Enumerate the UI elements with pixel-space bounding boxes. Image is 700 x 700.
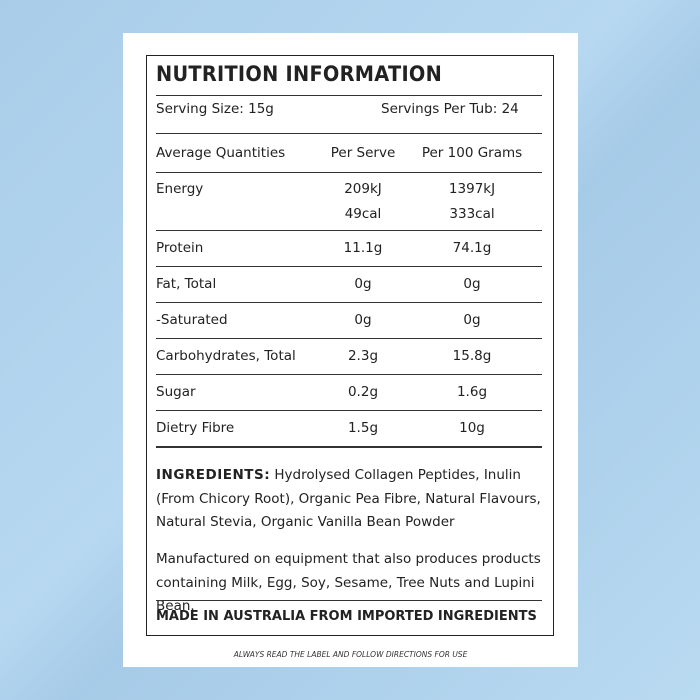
cell-value: 0g — [463, 276, 481, 292]
footer-note: ALWAYS READ THE LABEL AND FOLLOW DIRECTI… — [233, 650, 468, 659]
row-label: Fat, Total — [156, 276, 217, 292]
divider — [156, 95, 542, 96]
cell-value: 333cal — [449, 206, 495, 222]
label-card: NUTRITION INFORMATION Serving Size: 15g … — [123, 33, 578, 667]
divider — [156, 133, 542, 134]
cell-value: 0g — [463, 312, 481, 328]
cell-value: 2.3g — [347, 348, 379, 364]
cell-value: 1.6g — [456, 384, 488, 400]
row-label: Carbohydrates, Total — [156, 348, 296, 364]
ingredients-text: Hydrolysed Collagen Peptides, Inulin (Fr… — [156, 467, 541, 530]
row-label: Sugar — [156, 384, 196, 400]
divider — [156, 338, 542, 339]
divider — [156, 410, 542, 411]
column-header: Per Serve — [330, 145, 396, 161]
ingredients: INGREDIENTS: Hydrolysed Collagen Peptide… — [156, 464, 551, 535]
divider — [156, 600, 542, 601]
cell-value: 0g — [354, 276, 372, 292]
cell-value: 0.2g — [347, 384, 379, 400]
divider — [156, 266, 542, 267]
title: NUTRITION INFORMATION — [156, 62, 443, 86]
divider — [156, 172, 542, 173]
cell-value: 209kJ — [344, 181, 382, 197]
cell-value: 1.5g — [347, 420, 379, 436]
divider — [156, 374, 542, 375]
column-header: Per 100 Grams — [421, 145, 523, 161]
row-label: Energy — [156, 181, 204, 197]
made-in: MADE IN AUSTRALIA FROM IMPORTED INGREDIE… — [156, 609, 537, 624]
ingredients-label: INGREDIENTS: — [156, 467, 271, 483]
nutrition-panel: NUTRITION INFORMATION Serving Size: 15g … — [146, 55, 554, 636]
cell-value: 0g — [354, 312, 372, 328]
cell-value: 49cal — [344, 206, 382, 222]
cell-value: 1397kJ — [448, 181, 496, 197]
divider — [156, 446, 542, 448]
row-label: -Saturated — [156, 312, 228, 328]
cell-value: 10g — [459, 420, 485, 436]
allergens: Manufactured on equipment that also prod… — [156, 551, 541, 614]
serving-size: Serving Size: 15g — [156, 101, 274, 117]
divider — [156, 302, 542, 303]
cell-value: 74.1g — [452, 240, 492, 256]
row-label: Dietry Fibre — [156, 420, 235, 436]
column-header: Average Quantities — [156, 145, 286, 161]
cell-value: 11.1g — [343, 240, 383, 256]
cell-value: 15.8g — [452, 348, 492, 364]
servings-per-tub: Servings Per Tub: 24 — [381, 101, 519, 117]
row-label: Protein — [156, 240, 204, 256]
divider — [156, 230, 542, 231]
